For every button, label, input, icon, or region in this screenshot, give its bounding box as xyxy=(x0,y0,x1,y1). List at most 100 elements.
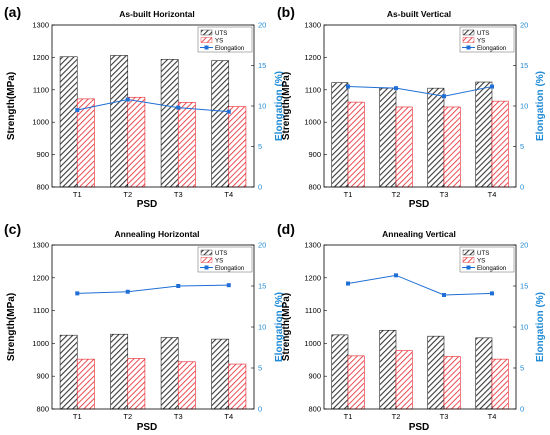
legend-label: Elongation xyxy=(477,265,507,272)
y-tick-label: 900 xyxy=(36,372,49,381)
elongation-point xyxy=(346,281,350,286)
legend-swatch-ys xyxy=(200,257,213,263)
ys-bar xyxy=(177,361,196,410)
uts-bar xyxy=(475,81,493,188)
y-axis-label: Strength(MPa) xyxy=(281,293,292,361)
y-tick-label: 1000 xyxy=(304,339,321,348)
y-axis-label: Strength(MPa) xyxy=(6,72,17,140)
y2-tick-label: 15 xyxy=(520,282,528,291)
x-tick-label: T2 xyxy=(392,190,401,199)
x-tick-label: T3 xyxy=(174,190,183,199)
y2-tick-label: 20 xyxy=(258,241,266,250)
legend-marker-elongation xyxy=(204,45,209,50)
y2-tick-label: 15 xyxy=(258,282,266,291)
elongation-point xyxy=(442,293,446,298)
y2-axis-label: Elongation (%) xyxy=(274,71,285,141)
elongation-point xyxy=(226,283,231,288)
x-tick-label: T4 xyxy=(488,412,497,421)
elongation-point xyxy=(226,109,231,114)
legend-label: UTS xyxy=(215,250,227,257)
legend-marker-elongation xyxy=(466,265,471,270)
ys-bar xyxy=(491,100,509,188)
x-tick-label: T1 xyxy=(344,412,353,421)
y-tick-label: 1300 xyxy=(32,21,49,30)
y2-tick-label: 20 xyxy=(258,21,266,30)
y-tick-label: 800 xyxy=(308,183,321,192)
panel-label: (a) xyxy=(4,4,21,20)
ys-bar xyxy=(347,355,365,410)
legend-label: Elongation xyxy=(477,45,507,52)
uts-bar xyxy=(379,329,397,410)
uts-bar xyxy=(427,87,445,188)
y-tick-label: 1200 xyxy=(32,53,49,62)
ys-bar xyxy=(395,350,413,410)
y2-axis-label: Elongation (%) xyxy=(535,71,546,141)
elongation-point xyxy=(75,108,80,113)
y-tick-label: 1300 xyxy=(304,21,321,30)
legend-label: YS xyxy=(215,38,223,45)
y-tick-label: 1200 xyxy=(304,273,321,282)
legend-label: UTS xyxy=(215,30,227,37)
x-tick-label: T2 xyxy=(392,412,401,421)
x-axis-label: PSD xyxy=(409,422,430,433)
panel-a: (a) As-built Horizontal Strength(MPa) El… xyxy=(4,4,285,210)
legend-label: YS xyxy=(477,38,485,45)
x-tick-label: T4 xyxy=(224,190,233,199)
y2-tick-label: 15 xyxy=(258,61,266,70)
y-tick-label: 1100 xyxy=(33,306,49,315)
elongation-point xyxy=(125,289,130,294)
uts-bar xyxy=(110,55,129,188)
y2-tick-label: 15 xyxy=(520,61,528,70)
uts-bar xyxy=(211,60,230,188)
legend-label: YS xyxy=(477,258,485,265)
y2-tick-label: 0 xyxy=(520,183,524,192)
elongation-point xyxy=(490,84,494,89)
legend-swatch-ys xyxy=(462,257,475,263)
legend-swatch-uts xyxy=(200,29,213,36)
elongation-line xyxy=(347,86,493,97)
y-tick-label: 800 xyxy=(36,405,49,414)
y-axis-label: Strength(MPa) xyxy=(6,293,17,361)
uts-bar xyxy=(331,82,349,188)
y2-tick-label: 20 xyxy=(520,241,528,250)
uts-bar xyxy=(475,337,493,410)
panel-b: (b) As-built Vertical Strength(MPa) Elon… xyxy=(277,4,546,210)
elongation-line xyxy=(77,284,229,294)
y2-tick-label: 10 xyxy=(258,323,266,332)
y-tick-label: 1200 xyxy=(304,53,321,62)
y2-tick-label: 0 xyxy=(520,405,524,414)
ys-bar xyxy=(395,106,413,188)
ys-bar xyxy=(177,102,196,188)
x-tick-label: T1 xyxy=(344,190,353,199)
elongation-point xyxy=(394,273,398,278)
legend-swatch-ys xyxy=(462,37,475,43)
ys-bar xyxy=(443,356,461,410)
elongation-point xyxy=(490,291,494,296)
y2-tick-label: 5 xyxy=(258,364,262,373)
y-tick-label: 1100 xyxy=(305,306,321,315)
y2-tick-label: 10 xyxy=(258,102,266,111)
y2-tick-label: 5 xyxy=(258,142,262,151)
uts-bar xyxy=(59,56,78,188)
y-tick-label: 1300 xyxy=(304,241,321,250)
uts-bar xyxy=(427,335,445,410)
elongation-point xyxy=(346,84,350,89)
y2-axis-label: Elongation (%) xyxy=(274,292,285,362)
x-tick-label: T3 xyxy=(174,412,183,421)
y-tick-label: 1100 xyxy=(305,85,321,94)
x-axis-label: PSD xyxy=(137,199,158,210)
x-tick-label: T4 xyxy=(488,190,497,199)
plot-area: 800 900 1000 1100 1200 1300 0 5 10 15 20 T1 T2 T3 T4 UT… xyxy=(304,21,528,200)
ys-bar xyxy=(228,106,247,188)
y2-tick-label: 20 xyxy=(520,21,528,30)
plot-area: 800 900 1000 1100 1200 1300 0 5 10 15 20 T1 T2 T3 T4 UT… xyxy=(32,21,266,200)
uts-bar xyxy=(211,338,230,410)
uts-bar xyxy=(110,333,129,410)
y-tick-label: 800 xyxy=(308,405,321,414)
legend-marker-elongation xyxy=(466,45,471,50)
legend-label: UTS xyxy=(477,30,489,37)
